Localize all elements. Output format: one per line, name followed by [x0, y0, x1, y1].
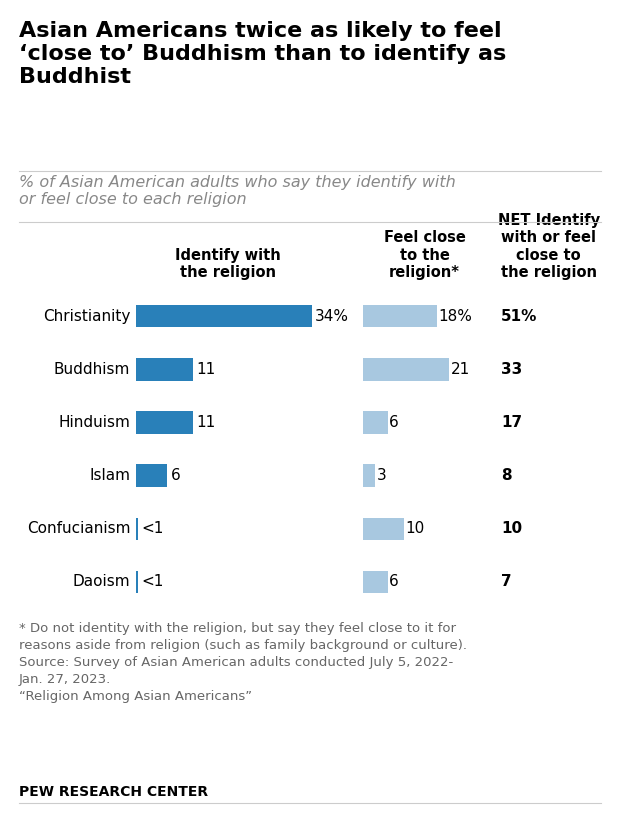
Text: 17: 17 [501, 415, 523, 430]
Text: 6: 6 [170, 468, 180, 483]
Bar [136, 465, 167, 487]
Text: 7: 7 [501, 574, 512, 589]
Bar [363, 517, 404, 540]
Text: * Do not identity with the religion, but say they feel close to it for
reasons a: * Do not identity with the religion, but… [19, 622, 467, 703]
Bar [363, 358, 450, 381]
Text: Confucianism: Confucianism [27, 522, 130, 536]
Text: 10: 10 [501, 522, 523, 536]
Bar [136, 305, 312, 327]
Text: Hinduism: Hinduism [58, 415, 130, 430]
Text: Daoism: Daoism [73, 574, 130, 589]
Text: 11: 11 [197, 415, 216, 430]
Bar [363, 465, 375, 487]
Bar [363, 571, 388, 593]
Text: <1: <1 [141, 574, 164, 589]
Text: Buddhism: Buddhism [54, 362, 130, 377]
Bar [363, 411, 388, 433]
Text: 34%: 34% [315, 309, 349, 324]
Text: Identify with
the religion: Identify with the religion [175, 248, 280, 280]
Text: 21: 21 [451, 362, 471, 377]
Text: 3: 3 [377, 468, 386, 483]
Text: 6: 6 [389, 574, 399, 589]
Text: <1: <1 [141, 522, 164, 536]
Text: Feel close
to the
religion*: Feel close to the religion* [384, 231, 466, 280]
Text: 33: 33 [501, 362, 523, 377]
Text: 6: 6 [389, 415, 399, 430]
Text: NET Identify
with or feel
close to
the religion: NET Identify with or feel close to the r… [498, 213, 600, 280]
Text: 11: 11 [197, 362, 216, 377]
Bar [136, 517, 138, 540]
Text: PEW RESEARCH CENTER: PEW RESEARCH CENTER [19, 785, 208, 799]
Bar [136, 411, 193, 433]
Text: Islam: Islam [89, 468, 130, 483]
Text: Asian Americans twice as likely to feel
‘close to’ Buddhism than to identify as
: Asian Americans twice as likely to feel … [19, 21, 506, 87]
Text: Christianity: Christianity [43, 309, 130, 324]
Text: 10: 10 [405, 522, 425, 536]
Bar [136, 571, 138, 593]
Text: 51%: 51% [501, 309, 538, 324]
Text: 8: 8 [501, 468, 512, 483]
Bar [136, 358, 193, 381]
Bar [363, 305, 437, 327]
Text: % of Asian American adults who say they identify with
or feel close to each reli: % of Asian American adults who say they … [19, 175, 455, 207]
Text: 18%: 18% [439, 309, 472, 324]
